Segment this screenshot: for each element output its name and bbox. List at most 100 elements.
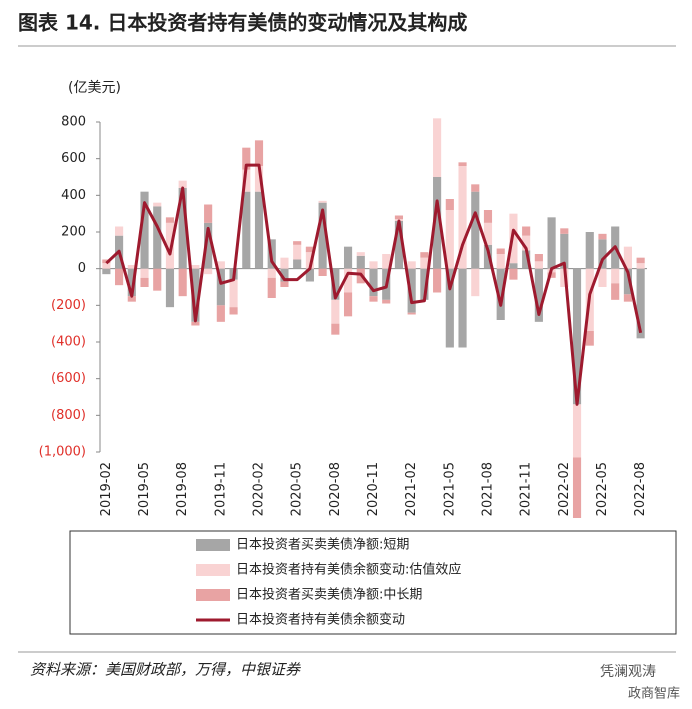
bar — [343, 268, 353, 293]
legend-box — [69, 530, 677, 635]
bar — [394, 221, 404, 269]
bar — [445, 199, 454, 210]
legend-label: 日本投资者持有美债余额变动 — [236, 612, 405, 628]
bar — [560, 233, 569, 269]
bar — [407, 312, 416, 315]
x-tick-label: 2021-05 — [442, 462, 457, 516]
y-tick-label: 200 — [61, 225, 86, 240]
bar — [496, 254, 505, 269]
y-tick-label: (600) — [51, 371, 86, 386]
bar — [623, 246, 632, 269]
bar — [140, 268, 149, 278]
y-tick-label: 0 — [78, 261, 86, 276]
bar — [611, 268, 620, 284]
bar — [572, 268, 582, 405]
bar — [598, 268, 607, 287]
bar — [331, 299, 340, 324]
bar — [369, 261, 378, 269]
bar — [611, 283, 620, 300]
bar — [331, 323, 340, 335]
y-tick-label: (800) — [51, 408, 86, 423]
bar — [229, 307, 238, 315]
bar — [636, 263, 645, 269]
bar — [102, 263, 111, 269]
x-tick-label: 2020-02 — [252, 462, 267, 516]
y-tick-label: (400) — [51, 335, 86, 350]
x-tick-label: 2020-08 — [328, 462, 343, 516]
y-tick-label: 800 — [61, 115, 86, 130]
bar — [534, 254, 543, 262]
bar — [407, 261, 416, 269]
bar — [394, 215, 404, 220]
bar — [216, 305, 225, 322]
bar — [636, 268, 645, 339]
bar — [242, 191, 251, 269]
bar — [407, 268, 416, 313]
bar — [165, 217, 175, 223]
watermark: 政商智库 — [628, 686, 680, 702]
y-axis-label: (亿美元) — [68, 80, 121, 96]
bar — [560, 228, 569, 234]
y-tick-label: 600 — [61, 151, 86, 166]
x-tick-label: 2019-05 — [137, 462, 152, 516]
x-tick-label: 2021-02 — [404, 462, 419, 516]
bar — [216, 268, 225, 306]
bar — [102, 268, 111, 275]
bar — [115, 268, 124, 286]
bar — [585, 331, 594, 346]
bar — [242, 169, 251, 192]
bar — [572, 457, 582, 518]
bar — [509, 268, 518, 280]
bar — [572, 404, 582, 458]
bar — [331, 268, 340, 300]
bar — [318, 200, 327, 203]
x-tick-label: 2020-05 — [290, 462, 305, 516]
bar — [483, 222, 493, 245]
bar — [267, 277, 276, 298]
bar — [356, 255, 365, 269]
bar — [280, 281, 289, 287]
legend-swatch — [196, 564, 230, 576]
bar — [153, 268, 162, 291]
bar — [204, 268, 213, 275]
bar — [178, 180, 187, 188]
bar — [433, 268, 442, 293]
watermark: 凭澜观涛 — [600, 664, 656, 680]
bar — [153, 206, 162, 269]
bar — [598, 233, 607, 240]
bar — [369, 268, 378, 297]
bar — [267, 268, 276, 278]
bar — [343, 292, 353, 317]
x-tick-label: 2022-08 — [633, 462, 648, 516]
bar — [547, 217, 556, 269]
bar — [496, 248, 505, 254]
bar — [522, 250, 531, 269]
bar — [458, 162, 467, 166]
bar — [623, 268, 632, 295]
bar — [458, 268, 467, 348]
bar — [534, 268, 543, 322]
bar — [547, 272, 556, 278]
bar — [242, 147, 251, 170]
bar — [165, 222, 175, 269]
bar — [382, 299, 391, 304]
bar — [509, 263, 518, 269]
bar — [254, 191, 264, 269]
bar — [293, 244, 302, 260]
bar — [293, 259, 302, 269]
bar — [178, 188, 187, 269]
bar — [420, 268, 429, 300]
bar — [153, 202, 162, 207]
bar — [254, 140, 264, 166]
bar — [178, 268, 187, 297]
y-tick-label: (1,000) — [39, 445, 86, 460]
bar — [534, 261, 543, 269]
bar — [204, 222, 213, 269]
bar — [127, 268, 136, 297]
bar — [229, 279, 238, 308]
y-tick-label: 400 — [61, 188, 86, 203]
bar — [280, 257, 289, 269]
bar — [127, 265, 136, 269]
bar — [254, 166, 264, 192]
